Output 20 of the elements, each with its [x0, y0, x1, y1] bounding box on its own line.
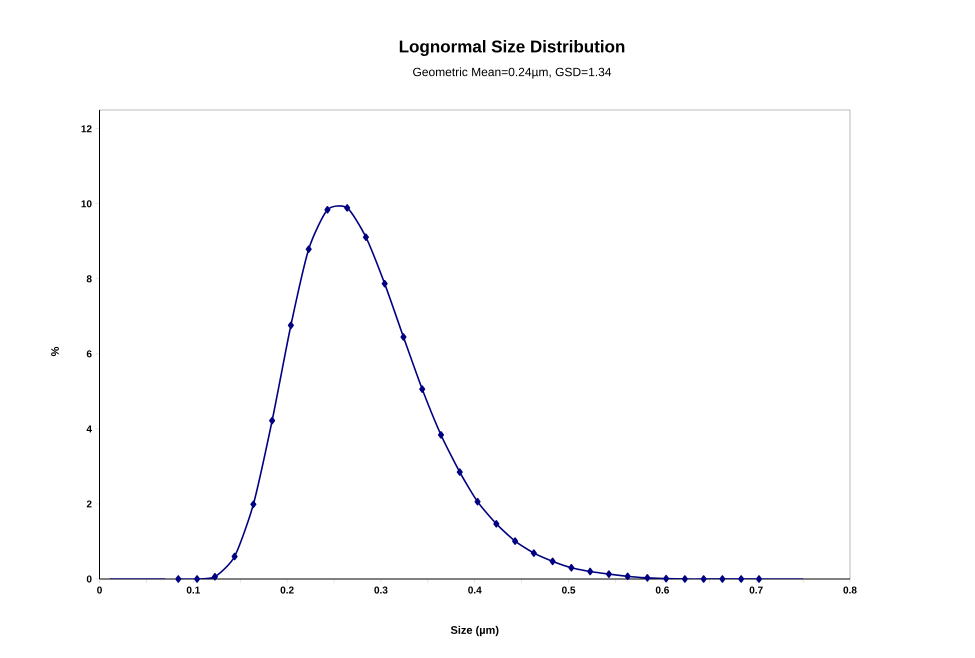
- x-tick-label: 0.2: [280, 586, 294, 594]
- y-tick-label: 2: [86, 500, 92, 508]
- x-tick-label: 0.5: [562, 586, 576, 594]
- x-tick-label: 0: [97, 586, 102, 594]
- x-tick-label: 0.7: [750, 586, 763, 594]
- y-tick-label: 0: [86, 575, 92, 583]
- x-tick-label: 0.6: [656, 586, 669, 594]
- y-tick-label: 10: [81, 200, 92, 208]
- chart-subtitle: Geometric Mean=0.24µm, GSD=1.34: [413, 67, 612, 79]
- x-tick-label: 0.4: [468, 586, 482, 594]
- x-axis-title: Size (µm): [450, 626, 498, 636]
- x-tick-label: 0.8: [843, 586, 857, 594]
- y-tick-label: 8: [86, 275, 92, 282]
- y-axis-title: %: [51, 346, 59, 356]
- y-tick-label: 4: [86, 425, 92, 432]
- chart-title: Lognormal Size Distribution: [400, 40, 624, 56]
- x-tick-label: 0.1: [186, 586, 200, 594]
- x-tick-label: 0.3: [374, 586, 388, 594]
- y-tick-label: 6: [86, 350, 92, 358]
- y-tick-label: 12: [81, 125, 92, 132]
